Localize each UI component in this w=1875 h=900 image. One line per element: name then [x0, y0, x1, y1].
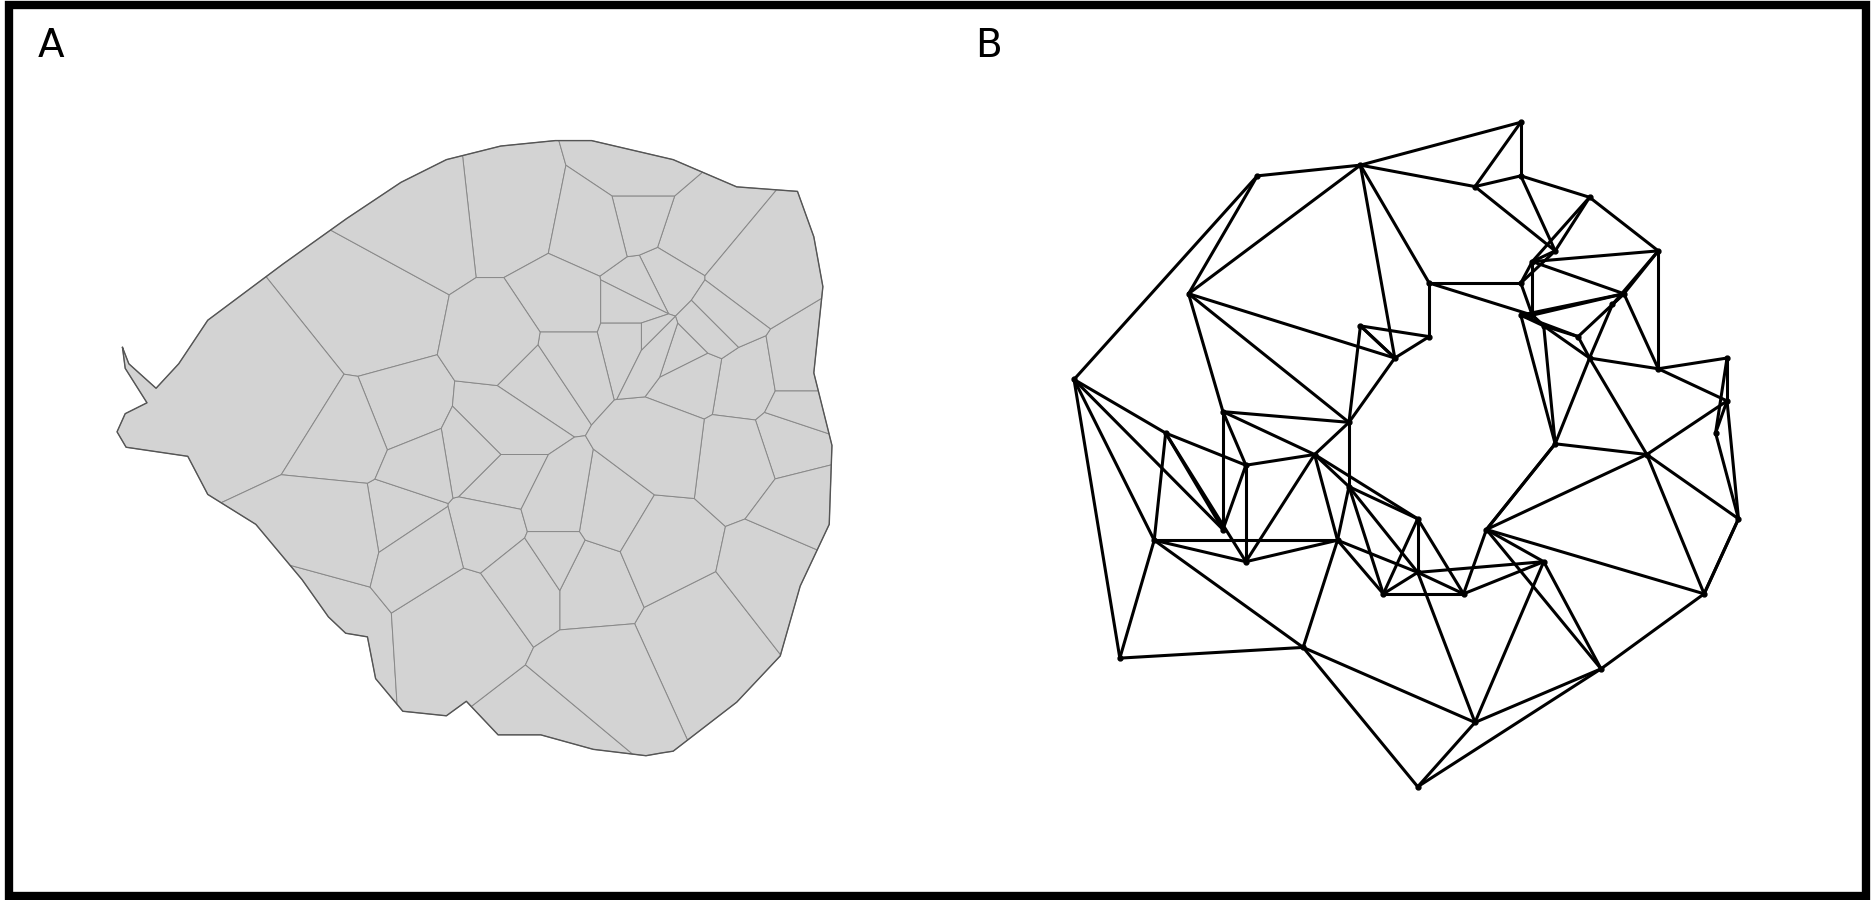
- Polygon shape: [621, 495, 726, 608]
- Text: B: B: [975, 27, 1001, 65]
- Polygon shape: [705, 190, 823, 329]
- Polygon shape: [525, 532, 585, 590]
- Polygon shape: [392, 568, 534, 716]
- Polygon shape: [561, 540, 645, 630]
- Polygon shape: [641, 314, 675, 350]
- Polygon shape: [716, 519, 818, 655]
- Polygon shape: [600, 280, 669, 323]
- Polygon shape: [765, 391, 829, 434]
- Polygon shape: [660, 323, 709, 377]
- Polygon shape: [559, 140, 703, 196]
- Polygon shape: [692, 280, 771, 347]
- Polygon shape: [744, 465, 831, 550]
- Polygon shape: [463, 140, 566, 277]
- Polygon shape: [548, 166, 626, 276]
- Polygon shape: [281, 374, 388, 483]
- Polygon shape: [600, 256, 669, 314]
- Polygon shape: [767, 298, 821, 391]
- Polygon shape: [497, 345, 591, 437]
- Polygon shape: [375, 428, 454, 503]
- Polygon shape: [369, 507, 463, 613]
- Polygon shape: [368, 479, 448, 553]
- Polygon shape: [645, 353, 722, 419]
- Polygon shape: [538, 332, 615, 425]
- Polygon shape: [611, 196, 675, 256]
- Polygon shape: [221, 474, 379, 587]
- Polygon shape: [756, 412, 832, 479]
- Polygon shape: [525, 624, 688, 756]
- Polygon shape: [639, 248, 705, 316]
- Polygon shape: [712, 336, 774, 420]
- Polygon shape: [330, 156, 476, 295]
- Polygon shape: [448, 497, 527, 573]
- Polygon shape: [441, 406, 501, 499]
- Polygon shape: [598, 323, 641, 400]
- Polygon shape: [437, 277, 540, 385]
- Polygon shape: [452, 381, 574, 454]
- Polygon shape: [358, 355, 456, 450]
- Polygon shape: [480, 538, 561, 647]
- Polygon shape: [694, 415, 774, 526]
- Polygon shape: [579, 449, 654, 552]
- Polygon shape: [675, 301, 739, 359]
- Polygon shape: [291, 565, 398, 705]
- Polygon shape: [471, 665, 632, 754]
- Polygon shape: [521, 436, 592, 532]
- Polygon shape: [459, 454, 549, 509]
- Polygon shape: [585, 397, 705, 499]
- Polygon shape: [634, 572, 780, 740]
- Polygon shape: [617, 316, 677, 400]
- Text: A: A: [38, 27, 64, 65]
- Polygon shape: [504, 253, 600, 332]
- Polygon shape: [266, 230, 450, 376]
- Polygon shape: [116, 276, 343, 503]
- Polygon shape: [658, 172, 776, 275]
